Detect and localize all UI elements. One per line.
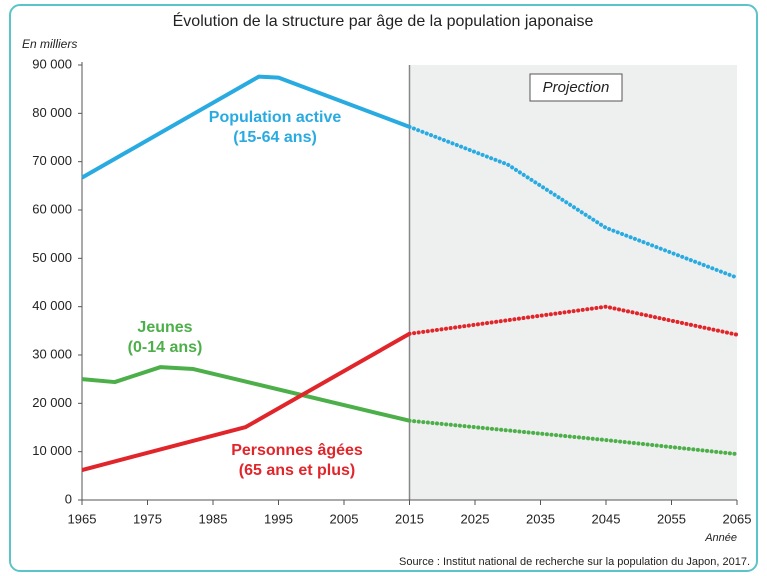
series-line <box>81 74 411 180</box>
series-label: Jeunes <box>137 319 192 336</box>
x-tick-label: 1995 <box>264 511 293 526</box>
chart-title: Évolution de la structure par âge de la … <box>173 11 594 30</box>
x-tick-label: 2035 <box>526 511 555 526</box>
x-tick-label: 2005 <box>330 511 359 526</box>
y-tick-label: 10 000 <box>32 443 72 458</box>
y-tick-label: 60 000 <box>32 201 72 216</box>
x-tick-label: 2045 <box>592 511 621 526</box>
source: Source : Institut national de recherche … <box>399 556 750 568</box>
projection-area <box>409 65 737 500</box>
series-line-projection <box>407 304 739 337</box>
series-line-projection <box>407 418 739 457</box>
series-label: Population active <box>209 109 342 126</box>
series-label-age: (15-64 ans) <box>233 129 317 146</box>
y-tick-label: 70 000 <box>32 153 72 168</box>
projection-box <box>529 73 623 102</box>
y-tick-label: 0 <box>65 491 72 506</box>
y-tick-label: 20 000 <box>32 395 72 410</box>
y-tick-label: 90 000 <box>32 56 72 71</box>
series-line <box>81 331 411 472</box>
series-label-age: (0-14 ans) <box>128 339 203 356</box>
y-axis-label: En milliers <box>22 37 77 51</box>
y-tick-label: 30 000 <box>32 346 72 361</box>
x-tick-label: 2055 <box>657 511 686 526</box>
y-tick-label: 80 000 <box>32 105 72 120</box>
x-tick-label: 1985 <box>199 511 228 526</box>
x-tick-label: 2015 <box>395 511 424 526</box>
x-axis-label: Année <box>704 532 737 544</box>
projection-label: Projection <box>543 79 610 96</box>
x-tick-label: 1975 <box>133 511 162 526</box>
x-tick-label: 2025 <box>461 511 490 526</box>
y-tick-label: 50 000 <box>32 250 72 265</box>
series-label: Personnes âgées <box>231 442 363 459</box>
series-line <box>81 365 410 423</box>
x-tick-label: 1965 <box>68 511 97 526</box>
y-tick-label: 40 000 <box>32 298 72 313</box>
series-label-age: (65 ans et plus) <box>239 462 355 479</box>
series-line-projection <box>407 124 739 280</box>
x-tick-label: 2065 <box>723 511 752 526</box>
